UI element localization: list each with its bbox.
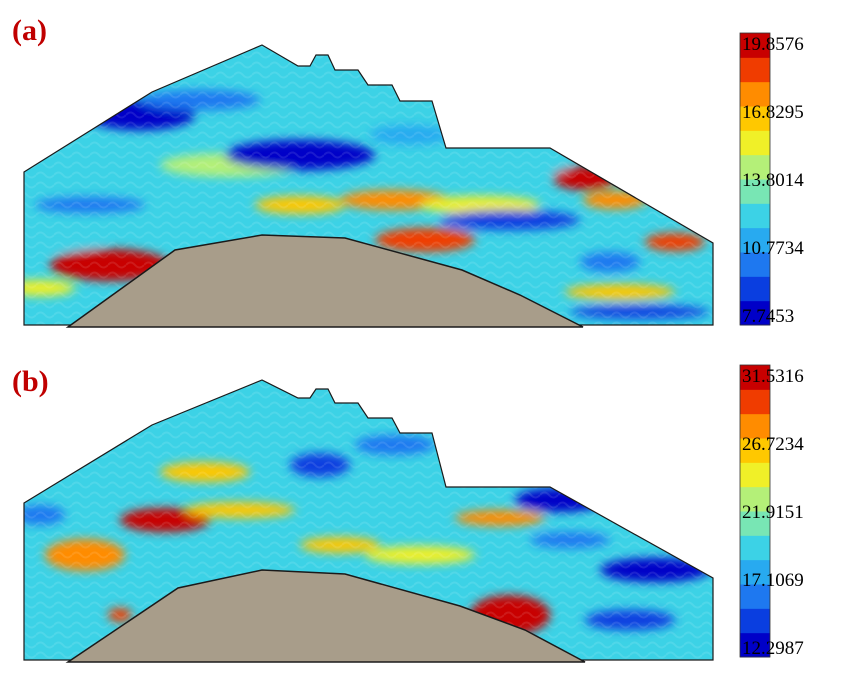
foundation-a bbox=[65, 234, 584, 328]
colorbar-a-level-4 bbox=[740, 203, 770, 229]
colorbar-b-frame bbox=[739, 364, 771, 658]
colorbar-b-tick-label-1: 26.7234 bbox=[742, 434, 804, 455]
colorbar-a-tick-label-0: 19.8576 bbox=[742, 34, 804, 55]
colorbar-b-level-3 bbox=[740, 559, 770, 585]
colorbar-a-tick-label-1: 16.8295 bbox=[742, 102, 804, 123]
colorbar-a-level-9 bbox=[740, 81, 770, 107]
colorbar-a-level-7 bbox=[740, 130, 770, 156]
colorbar-a-level-6 bbox=[740, 154, 770, 180]
colorbar-a-tick-label-3: 10.7734 bbox=[742, 238, 804, 259]
colorbar-b-level-6 bbox=[740, 486, 770, 512]
colorbar-a-tick-label-2: 13.8014 bbox=[742, 170, 804, 191]
section-outline-b bbox=[23, 379, 714, 661]
colorbar-b-tick-label-2: 21.9151 bbox=[742, 502, 804, 523]
colorbar-a-level-8 bbox=[740, 106, 770, 131]
colorbar-b-tick-label-3: 17.1069 bbox=[742, 570, 804, 591]
colorbar-b-level-2 bbox=[740, 584, 770, 609]
panel-label-b: (b) bbox=[12, 365, 49, 398]
colorbar-b: 31.5316 26.7234 21.9151 17.1069 12.2987 bbox=[739, 364, 804, 659]
colorbar-a-frame bbox=[739, 32, 771, 326]
colorbar-a-tick-label-4: 7.7453 bbox=[742, 306, 794, 327]
colorbar-b-level-8 bbox=[740, 438, 770, 463]
colorbar-b-level-11 bbox=[740, 365, 770, 390]
colorbar-b-level-9 bbox=[740, 413, 770, 439]
colorbar-a-level-0 bbox=[740, 300, 770, 326]
panel-a: 19.8576 16.8295 13.8014 10.7734 7.7453 bbox=[23, 32, 804, 328]
foundation-b bbox=[65, 569, 586, 663]
colorbar-a: 19.8576 16.8295 13.8014 10.7734 7.7453 bbox=[739, 32, 804, 327]
colorbar-b-level-0 bbox=[740, 632, 770, 658]
colorbar-b-level-7 bbox=[740, 462, 770, 488]
colorbar-b-tick-label-4: 12.2987 bbox=[742, 638, 804, 659]
colorbar-a-level-1 bbox=[740, 276, 770, 302]
colorbar-a-level-11 bbox=[740, 33, 770, 58]
colorbar-b-level-4 bbox=[740, 535, 770, 561]
panel-label-a: (a) bbox=[12, 14, 47, 47]
colorbar-b-level-1 bbox=[740, 608, 770, 634]
colorbar-b-level-5 bbox=[740, 511, 770, 536]
colorbar-b-level-10 bbox=[740, 389, 770, 415]
colorbar-a-level-3 bbox=[740, 227, 770, 253]
colorbar-a-level-5 bbox=[740, 179, 770, 204]
panel-b: 31.5316 26.7234 21.9151 17.1069 12.2987 bbox=[23, 364, 804, 663]
colorbar-a-level-10 bbox=[740, 57, 770, 83]
colorbar-b-tick-label-0: 31.5316 bbox=[742, 366, 804, 387]
colorbar-a-level-2 bbox=[740, 252, 770, 277]
section-outline-a bbox=[23, 44, 714, 326]
